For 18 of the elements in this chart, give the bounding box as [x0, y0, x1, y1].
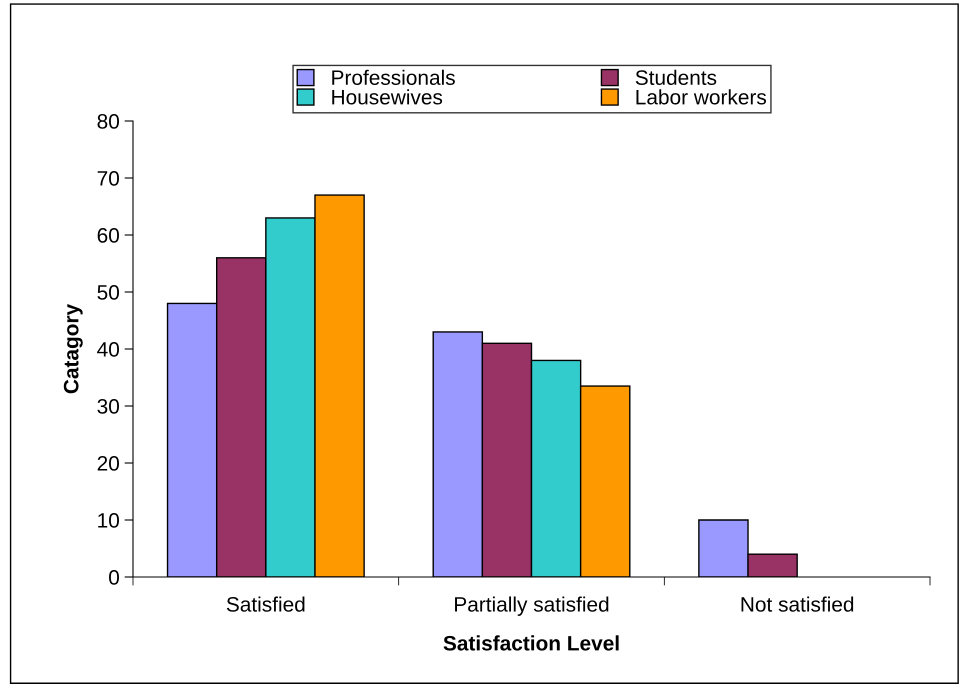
y-tick-label: 40 [97, 342, 119, 357]
y-tick-label: 60 [98, 228, 119, 243]
y-tick-label: 80 [98, 114, 119, 129]
y-tick-label: 10 [98, 513, 119, 528]
x-tick-label: Satisfied [226, 596, 304, 612]
y-axis-title: Catagory [64, 304, 83, 394]
x-axis-title: Satisfaction Level [444, 635, 619, 651]
y-tick-label: 50 [97, 285, 119, 300]
legend-label: Housewives [332, 89, 442, 105]
y-tick-label: 70 [98, 171, 119, 186]
y-tick-label: 0 [109, 570, 119, 585]
legend-label: Students [636, 70, 716, 85]
y-tick-label: 20 [98, 456, 119, 471]
x-tick-label: Not satisfied [742, 596, 854, 612]
legend-label: Labor workers [636, 89, 766, 105]
x-tick-label: Partially satisfied [455, 596, 608, 616]
legend-label: Professionals [332, 70, 455, 85]
y-tick-label: 30 [97, 399, 119, 414]
